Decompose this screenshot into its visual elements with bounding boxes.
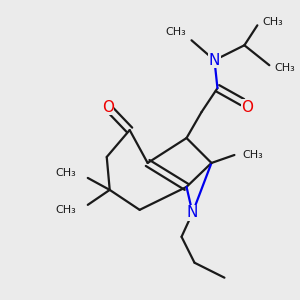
Text: CH₃: CH₃ — [166, 27, 187, 37]
Text: CH₃: CH₃ — [55, 168, 76, 178]
Text: N: N — [187, 205, 198, 220]
Text: O: O — [242, 100, 254, 115]
Text: CH₃: CH₃ — [274, 63, 295, 73]
Text: CH₃: CH₃ — [55, 205, 76, 215]
Text: CH₃: CH₃ — [242, 150, 263, 160]
Text: N: N — [209, 53, 220, 68]
Text: O: O — [102, 100, 114, 115]
Text: CH₃: CH₃ — [262, 17, 283, 27]
